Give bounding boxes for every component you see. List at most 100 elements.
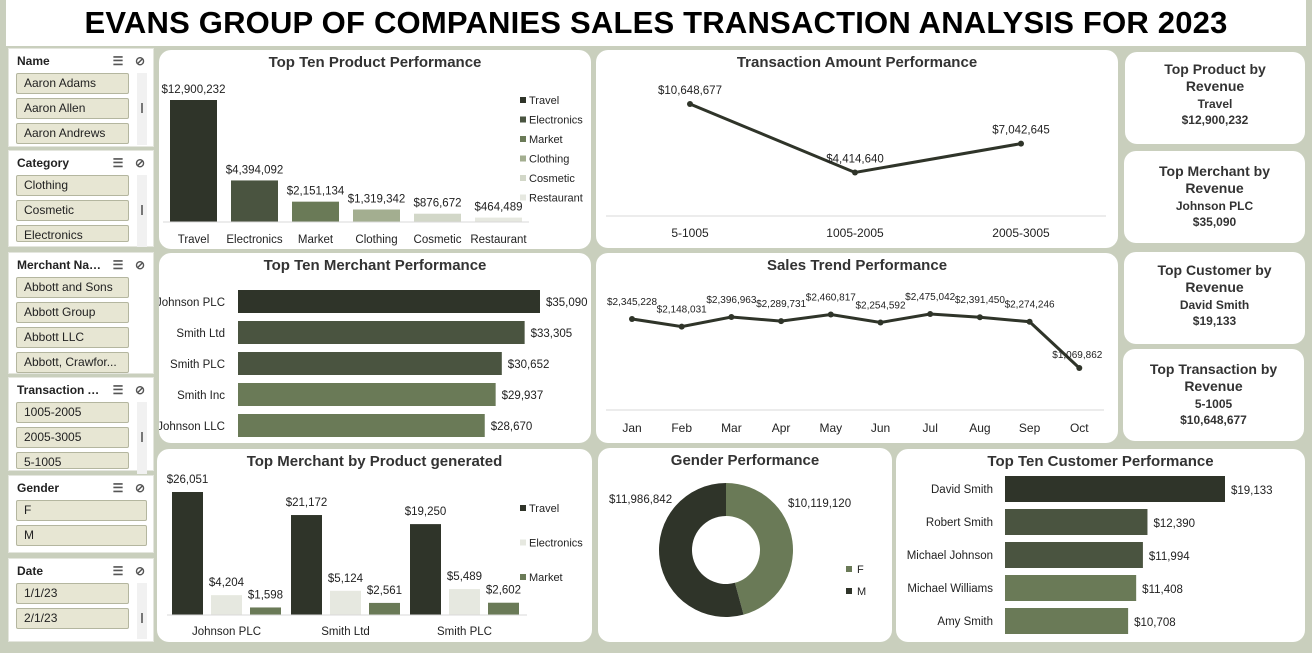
product-bar-value-label: $876,672 (414, 198, 462, 210)
slicer-merchant-name[interactable]: Merchant Name ☰ ⊘ Abbott and Sons Abbott… (8, 252, 154, 374)
legend-label: F (857, 564, 864, 576)
transaction-axis-label: 1005-2005 (826, 226, 884, 240)
clear-filter-icon[interactable]: ⊘ (134, 564, 146, 578)
slicer-category[interactable]: Category ☰ ⊘ Clothing Cosmetic Electroni… (8, 150, 154, 247)
panel-title: Top Ten Customer Performance (987, 453, 1214, 470)
merchant-product-bar (330, 590, 361, 615)
customer-axis-label: Amy Smith (937, 616, 993, 628)
customer-axis-label: Michael Johnson (907, 550, 993, 562)
product-axis-label: Clothing (355, 234, 397, 246)
product-axis-label: Market (298, 234, 334, 246)
slicer-name[interactable]: Name ☰ ⊘ Aaron Adams Aaron Allen Aaron A… (8, 48, 154, 147)
merchant-bar-chart: Johnson PLC $35,090 Smith Ltd $33,305 Smith … (156, 290, 588, 437)
slicer-item[interactable]: Aaron Allen (16, 98, 129, 119)
kpi-value: $35,090 (1192, 215, 1237, 229)
multi-select-icon[interactable]: ☰ (112, 258, 124, 272)
trend-value-label: $2,475,042 (905, 292, 955, 303)
slicer-header: Date ☰ ⊘ (9, 559, 153, 583)
slicer-date[interactable]: Date ☰ ⊘ 1/1/23 2/1/23 (8, 558, 154, 642)
legend-swatch (520, 175, 526, 181)
merchant-product-value-label: $5,489 (447, 571, 482, 583)
customer-value-label: $10,708 (1134, 617, 1176, 629)
slicer-header: Gender ☰ ⊘ (9, 476, 153, 500)
customer-bar (1005, 476, 1225, 502)
multi-select-icon[interactable]: ☰ (112, 54, 124, 68)
slicer-item[interactable]: Cosmetic (16, 200, 129, 221)
slicer-transaction-amount[interactable]: Transaction A... ☰ ⊘ 1005-2005 2005-3005… (8, 377, 154, 474)
slicer-item[interactable]: Abbott and Sons (16, 277, 129, 298)
clear-filter-icon[interactable]: ⊘ (134, 383, 146, 397)
slicer-item[interactable]: 5-1005 (16, 452, 129, 469)
clear-filter-icon[interactable]: ⊘ (134, 258, 146, 272)
kpi-name: David Smith (1179, 298, 1250, 312)
clear-filter-icon[interactable]: ⊘ (134, 54, 146, 68)
product-bar-value-label: $1,319,342 (348, 194, 406, 206)
panel-title: Top Ten Product Performance (268, 54, 482, 71)
slicer-item[interactable]: Electronics (16, 225, 129, 242)
gender-value-label: $10,119,120 (788, 498, 851, 510)
customer-axis-label: Michael Williams (907, 583, 993, 595)
legend-label: Travel (529, 503, 559, 515)
merchant-product-bar (291, 515, 322, 615)
slicer-item[interactable]: 1005-2005 (16, 402, 129, 423)
trend-value-label: $2,345,228 (607, 297, 657, 308)
trend-value-label: $2,274,246 (1005, 300, 1055, 311)
multi-select-icon[interactable]: ☰ (112, 383, 124, 397)
clear-filter-icon[interactable]: ⊘ (134, 156, 146, 170)
legend-swatch (520, 539, 526, 546)
legend-label: Cosmetic (529, 173, 575, 185)
slicer-item[interactable]: 2005-3005 (16, 427, 129, 448)
merchant-value-label: $30,652 (508, 359, 550, 371)
slicer-scrollbar[interactable] (137, 175, 147, 247)
trend-axis-label: Apr (772, 421, 791, 435)
transaction-axis-label: 5-1005 (671, 226, 709, 240)
transaction-point (1018, 140, 1024, 147)
trend-series-line (631, 312, 1081, 370)
multi-select-icon[interactable]: ☰ (112, 481, 124, 495)
customer-value-label: $11,408 (1142, 584, 1183, 596)
merchant-product-bar (369, 602, 400, 615)
slicer-scrollbar[interactable] (137, 402, 147, 474)
slicer-item[interactable]: M (16, 525, 147, 546)
slicer-item[interactable]: Aaron Adams (16, 73, 129, 94)
slicer-item[interactable]: F (16, 500, 147, 521)
legend-label: Electronics (529, 115, 583, 127)
slicer-item[interactable]: Aaron Andrews (16, 123, 129, 144)
panel-title: Top Merchant by Product generated (246, 453, 503, 470)
slicer-scrollbar[interactable] (137, 583, 147, 639)
multi-select-icon[interactable]: ☰ (112, 564, 124, 578)
slicer-item[interactable]: Abbott, Crawfor... (16, 352, 129, 373)
product-bar (231, 180, 278, 222)
multi-select-icon[interactable]: ☰ (112, 156, 124, 170)
merchant-bar (238, 414, 485, 437)
merchant-bar (238, 383, 496, 406)
trend-point (1076, 365, 1083, 371)
slicer-item[interactable]: 1/1/23 (16, 583, 129, 604)
panel-merchant-product: Top Merchant by Product generated $26,05… (157, 449, 592, 642)
transaction-line-chart: $10,648,677 5-1005 $4,414,640 1005-2005 $7,0… (606, 85, 1106, 240)
merchant-product-value-label: $1,598 (248, 589, 283, 601)
trend-value-label: $2,460,817 (806, 293, 856, 304)
product-bar-value-label: $12,900,232 (162, 84, 226, 96)
kpi-top-customer: Top Customer by Revenue David Smith $19,… (1124, 252, 1305, 344)
slicer-item[interactable]: Clothing (16, 175, 129, 196)
slicer-title: Category (17, 156, 70, 170)
legend-swatch (520, 505, 526, 511)
merchant-product-value-label: $26,051 (167, 474, 209, 486)
slicer-item[interactable]: 2/1/23 (16, 608, 129, 629)
slicer-scrollbar[interactable] (137, 73, 147, 145)
slicer-item[interactable]: Abbott Group (16, 302, 129, 323)
product-axis-label: Restaurant (470, 234, 527, 246)
legend-label: Market (529, 572, 563, 584)
trend-axis-label: Jan (622, 421, 641, 435)
trend-point (976, 314, 983, 321)
trend-point (827, 311, 834, 318)
sales-trend-line-chart: $2,345,228 Jan $2,148,031 Feb $2,396,963 Mar $… (606, 292, 1104, 435)
kpi-top-merchant: Top Merchant by Revenue Johnson PLC $35,… (1124, 151, 1305, 243)
kpi-value: $12,900,232 (1181, 113, 1249, 127)
customer-value-label: $11,994 (1149, 551, 1190, 563)
trend-axis-label: May (819, 421, 842, 435)
slicer-item[interactable]: Abbott LLC (16, 327, 129, 348)
slicer-gender[interactable]: Gender ☰ ⊘ F M (8, 475, 154, 553)
clear-filter-icon[interactable]: ⊘ (134, 481, 146, 495)
